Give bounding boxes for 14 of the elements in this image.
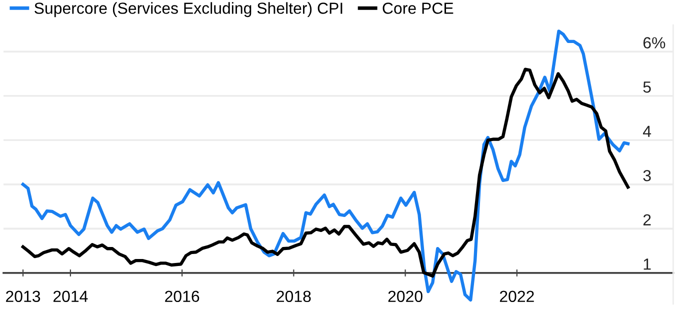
y-tick-label: 1 (644, 258, 651, 270)
y-tick-label: 4 (642, 126, 652, 137)
y-tick-label: 6% (643, 37, 666, 48)
x-tick-label: 2014 (53, 290, 88, 302)
x-tick-label: 2013 (6, 290, 40, 302)
y-tick-label: 5 (643, 82, 651, 93)
x-tick-label: 2018 (276, 290, 311, 302)
legend-label: Supercore (Services Excluding Shelter) CPI (34, 2, 342, 18)
y-tick-label: 2 (643, 214, 651, 226)
x-tick-label: 2020 (388, 290, 422, 302)
legend-label: Core PCE (382, 2, 454, 14)
x-tick-label: 2016 (165, 290, 200, 302)
x-tick-label: 2022 (500, 290, 534, 302)
y-tick-label: 3 (643, 170, 651, 182)
